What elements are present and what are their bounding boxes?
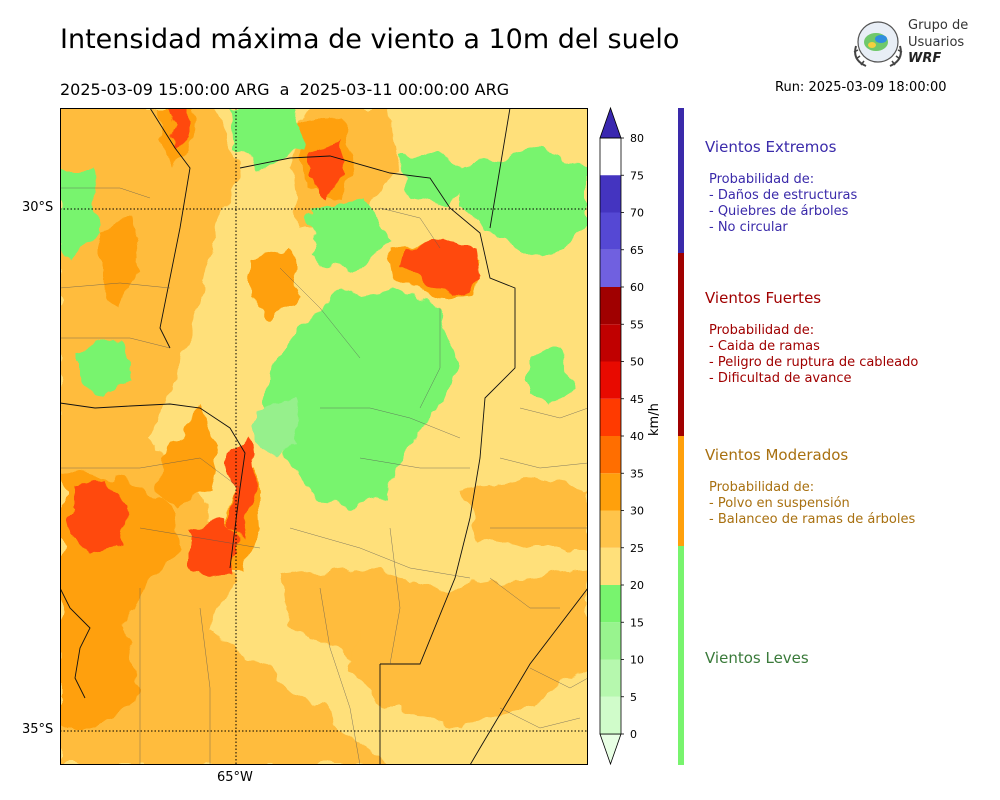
red-region (310, 138, 345, 198)
desc-item: - Polvo en suspensión (709, 496, 850, 511)
desc-item: - Balanceo de ramas de árboles (709, 512, 916, 527)
colorbar-tick-label: 75 (630, 169, 644, 182)
wind-contours (60, 108, 588, 765)
dark-orange-region (100, 218, 140, 308)
category-bar-light (678, 546, 684, 765)
colorbar-segment (600, 510, 621, 548)
colorbar-segment (600, 585, 621, 623)
green-region (310, 198, 390, 268)
colorbar-segment (600, 547, 621, 585)
category-desc-moderate: Probabilidad de: - Polvo en suspensión -… (709, 480, 915, 528)
globe-logo-icon (853, 21, 903, 67)
logo-line-3: WRF (908, 51, 942, 66)
red-region (70, 478, 130, 558)
political-borders (60, 108, 588, 765)
orange-region (60, 108, 390, 765)
colorbar-segment (600, 473, 621, 511)
map-title: Intensidad máxima de viento a 10m del su… (60, 24, 680, 55)
logo-line-1: Grupo de (908, 18, 969, 33)
green-region (60, 168, 100, 258)
desc-item: - Caida de ramas (709, 339, 820, 354)
category-title-extreme: Vientos Extremos (705, 138, 837, 156)
colorbar-segment (600, 324, 621, 362)
green-region (530, 348, 575, 408)
colorbar-segment (600, 398, 621, 436)
valid-period: 2025-03-09 15:00:00 ARG a 2025-03-11 00:… (60, 80, 510, 99)
colorbar-tick-label: 50 (630, 356, 644, 369)
colorbar-tick-label: 20 (630, 579, 644, 592)
lat-label-30s: 30°S (22, 200, 54, 215)
colorbar-segment (600, 175, 621, 213)
colorbar-extend-top (599, 106, 622, 139)
colorbar-tick-label: 10 (630, 654, 644, 667)
category-title-light: Vientos Leves (705, 649, 809, 667)
map-frame (60, 108, 588, 765)
category-bar-extreme (678, 108, 684, 253)
green-region (260, 288, 460, 508)
dark-orange-region (250, 248, 300, 318)
colorbar-segment (600, 696, 621, 734)
wind-field-svg (60, 108, 588, 765)
colorbar-tick-label: 55 (630, 318, 644, 331)
colorbar-segment (600, 249, 621, 287)
colorbar-segment (600, 436, 621, 474)
category-title-moderate: Vientos Moderados (705, 446, 849, 464)
colorbar-tick-label: 80 (630, 132, 644, 145)
desc-heading: Probabilidad de: (709, 172, 815, 187)
colorbar-segment (600, 212, 621, 250)
colorbar-unit: km/h (647, 403, 662, 436)
dark-orange-region (160, 408, 220, 508)
orange-region (350, 628, 460, 708)
department-borders (60, 187, 588, 765)
green-region (400, 148, 470, 208)
colorbar-tick-label: 15 (630, 616, 644, 629)
green-region (230, 108, 305, 168)
category-title-strong: Vientos Fuertes (705, 289, 822, 307)
run-time: Run: 2025-03-09 18:00:00 (775, 80, 947, 95)
desc-item: - No circular (709, 220, 788, 235)
red-region (405, 236, 480, 293)
wrf-logo: Grupo de Usuarios WRF (848, 16, 973, 72)
desc-heading: Probabilidad de: (709, 480, 815, 495)
green-region (80, 338, 130, 398)
colorbar-tick-label: 65 (630, 244, 644, 257)
colorbar-tick-label: 40 (630, 430, 644, 443)
desc-item: - Peligro de ruptura de cableado (709, 355, 919, 370)
colorbar-tick-label: 30 (630, 505, 644, 518)
wind-map (60, 108, 588, 765)
lat-label-35s: 35°S (22, 722, 54, 737)
colorbar-tick-label: 0 (630, 728, 637, 741)
light-green-region (255, 398, 300, 458)
colorbar-tick-label: 45 (630, 393, 644, 406)
colorbar-tick-label: 25 (630, 542, 644, 555)
colorbar: 0 5 10 15 20 25 30 35 40 45 50 55 60 65 70 75 80 (599, 106, 644, 766)
category-desc-strong: Probabilidad de: - Caida de ramas - Peli… (709, 323, 918, 387)
red-region (168, 108, 188, 148)
logo-line-2: Usuarios (908, 35, 965, 50)
colorbar-segment (600, 361, 621, 399)
colorbar-tick-label: 70 (630, 207, 644, 220)
orange-region (460, 478, 588, 548)
desc-heading: Probabilidad de: (709, 323, 815, 338)
green-region (460, 148, 588, 258)
colorbar-tick-label: 5 (630, 691, 637, 704)
lon-label-65w: 65°W (217, 770, 253, 785)
colorbar-segment (600, 659, 621, 697)
category-bar-moderate (678, 436, 684, 546)
red-region (190, 518, 240, 578)
colorbar-extend-bottom (599, 733, 622, 766)
colorbar-tick-label: 60 (630, 281, 644, 294)
desc-item: - Dificultad de avance (709, 371, 852, 386)
category-desc-extreme: Probabilidad de: - Daños de estructuras … (709, 172, 857, 236)
colorbar-segment (600, 287, 621, 325)
category-bar-strong (678, 253, 684, 436)
colorbar-tick-label: 35 (630, 467, 644, 480)
desc-item: - Quiebres de árboles (709, 204, 849, 219)
desc-item: - Daños de estructuras (709, 188, 858, 203)
colorbar-segment (600, 622, 621, 660)
